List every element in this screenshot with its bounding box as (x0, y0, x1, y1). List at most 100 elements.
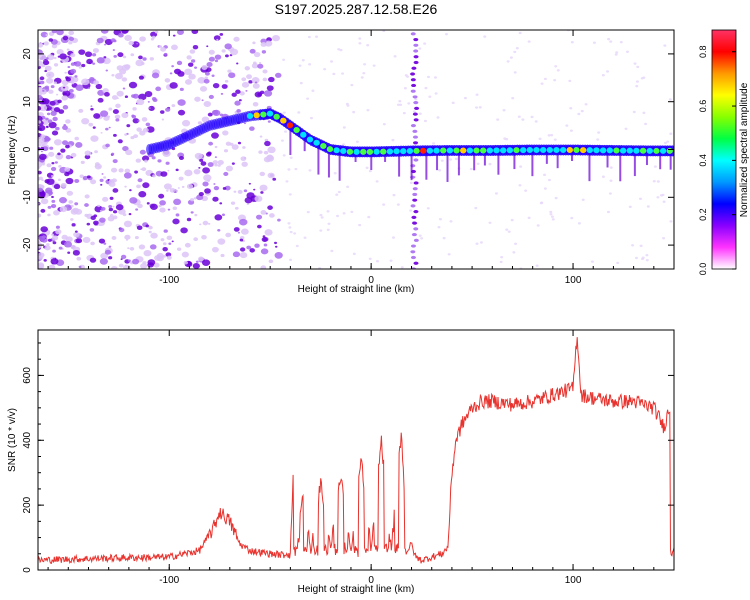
spectrogram-noise-blob (202, 167, 211, 174)
spectrogram-noise-blob (609, 179, 613, 182)
spectrogram-noise-blob (239, 99, 242, 102)
spectrogram-noise-band (413, 238, 419, 242)
spectrogram-noise-blob (184, 68, 193, 76)
spectrogram-noise-blob (229, 142, 234, 146)
spectrogram-noise-blob (554, 65, 558, 68)
spectrogram-noise-blob (166, 235, 173, 241)
spectrogram-noise-blob (74, 75, 78, 78)
spectrogram-noise-blob (142, 182, 150, 189)
snr-x-axis: -100 0 100 (47, 330, 675, 586)
spectrogram-noise-band (412, 221, 418, 225)
spectrogram-noise-blob (191, 30, 199, 35)
spectrogram-noise-blob (109, 214, 114, 217)
spectrogram-noise-band (413, 227, 419, 231)
spectrogram-noise-band (412, 187, 418, 191)
spectrogram-streak (633, 150, 636, 177)
spectrogram-noise-blob (171, 44, 178, 51)
spectrogram-noise-blob (176, 247, 182, 251)
spectrogram-noise-blob (197, 121, 202, 125)
spectrogram-noise-blob (198, 191, 204, 197)
spectrogram-noise-blob (84, 150, 92, 156)
spectrogram-noise-blob (81, 63, 86, 68)
spectrogram-noise-blob (101, 173, 104, 175)
spectrogram-noise-blob (144, 91, 153, 98)
spectrogram-noise-blob (225, 165, 234, 172)
spectrogram-noise-blob (644, 122, 648, 126)
spectrogram-noise-blob (512, 251, 516, 254)
spectrogram-noise-blob (68, 205, 72, 208)
spectrogram-noise-blob (68, 36, 75, 42)
spectrogram-noise-blob (115, 73, 123, 80)
spectrogram-noise-blob (50, 174, 54, 178)
spectrogram-noise-blob (400, 266, 404, 269)
spectrogram-noise-blob (49, 146, 54, 150)
spectrogram-noise-blob (306, 97, 310, 100)
spectrogram-noise-blob (640, 77, 644, 80)
spectrogram-noise-blob (556, 69, 560, 72)
spectrogram-noise-blob (237, 141, 242, 145)
spectrogram-noise-blob (180, 227, 188, 234)
colorbar-tick-label: 0.8 (698, 45, 708, 58)
spectrogram-noise-blob (65, 177, 74, 185)
spectrogram-noise-blob (176, 60, 183, 66)
spectrogram-noise-blob (242, 146, 246, 149)
spectrogram-noise-blob (114, 114, 121, 120)
spectrogram-noise-blob (58, 246, 63, 250)
spectrogram-noise-blob (99, 217, 106, 223)
spectrogram-noise-band (411, 83, 417, 88)
spectrogram-noise-blob (97, 97, 104, 103)
spectrogram-noise-blob (55, 229, 62, 235)
spectrogram-trace-peak (373, 148, 380, 155)
spectrogram-noise-blob (217, 238, 226, 245)
spectrogram-noise-blob (203, 78, 210, 84)
colorbar-tick-label: 0.2 (698, 208, 708, 221)
spectrogram-noise-blob (363, 63, 367, 66)
spectrogram-noise-blob (213, 35, 221, 41)
spectrogram-noise-blob (132, 118, 140, 124)
spectrogram-noise-blob (194, 213, 198, 217)
spectrogram-noise-blob (220, 253, 225, 258)
spectrogram-noise-blob (48, 264, 56, 269)
spectrogram-noise-blob (601, 74, 605, 77)
spectrogram-noise-blob (260, 210, 267, 215)
spectrogram-noise-blob (44, 245, 51, 251)
spectrogram-trace-peak (526, 147, 534, 154)
spectrogram-noise-blob (601, 175, 605, 178)
spectrogram-noise-blob (57, 152, 61, 156)
spectrogram-noise-blob (307, 35, 311, 39)
spectrogram-noise-blob (662, 236, 666, 240)
spectrogram-noise-band (413, 37, 419, 42)
spectrogram-noise-blob (70, 204, 74, 208)
spectrogram-noise-blob (100, 30, 109, 34)
spectrogram-noise-blob (231, 92, 237, 97)
spectrogram-noise-blob (234, 100, 241, 106)
spectrogram-noise-blob (241, 77, 247, 82)
spectrogram-noise-blob (534, 120, 538, 123)
spectrogram-noise-blob (262, 69, 268, 74)
spectrogram-trace-peak (440, 147, 447, 154)
spectrogram-noise-blob (38, 176, 43, 181)
spectrogram-trace-peak (666, 147, 673, 154)
spectrogram-trace-peak (306, 136, 314, 143)
spectrogram-noise-blob (63, 241, 73, 248)
spectrogram-noise-blob (108, 204, 113, 209)
spectrogram-noise-blob (433, 76, 437, 79)
spectrogram-noise-blob (234, 206, 239, 210)
spectrogram-noise-blob (186, 217, 192, 222)
spectrogram-noise-blob (303, 236, 307, 239)
colorbar: 0.0 0.2 0.4 0.6 0.8 Normalized spectral ampl… (698, 29, 750, 275)
spectrogram-noise-blob (549, 210, 553, 214)
spectrogram-noise-blob (219, 202, 223, 205)
spectrogram-noise-blob (46, 178, 55, 186)
spectrogram-noise-blob (500, 255, 504, 259)
spectrogram-noise-blob (158, 193, 165, 199)
spectrogram-noise-blob (102, 196, 109, 202)
spectrogram-noise-blob (320, 216, 324, 219)
spectrogram-noise-blob (336, 214, 340, 218)
spectrogram-noise-blob (211, 74, 215, 77)
spectrogram-noise-blob (70, 68, 77, 74)
spectrogram-noise-blob (333, 172, 337, 175)
spectrogram-noise-band (410, 124, 416, 128)
spectrogram-noise-blob (135, 158, 142, 163)
spectrogram-noise-blob (79, 174, 84, 178)
